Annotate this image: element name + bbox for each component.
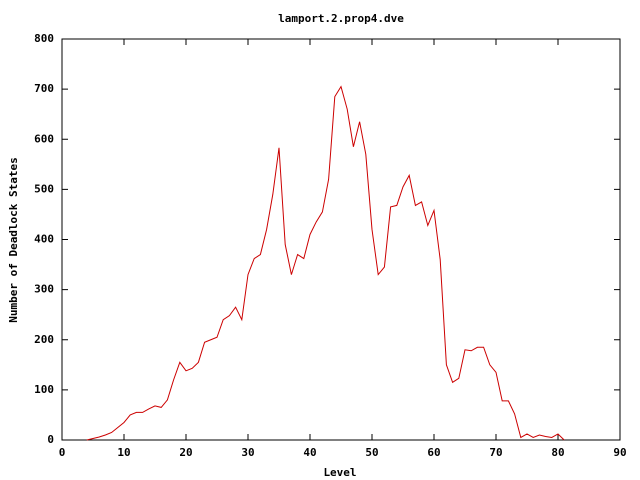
x-tick-label: 60	[427, 446, 440, 459]
chart-title: lamport.2.prop4.dve	[278, 12, 404, 25]
x-tick-label: 0	[59, 446, 66, 459]
y-tick-label: 700	[34, 82, 54, 95]
x-tick-label: 40	[303, 446, 316, 459]
y-tick-label: 500	[34, 182, 54, 195]
x-tick-label: 10	[117, 446, 130, 459]
plot-border	[61, 38, 621, 441]
y-tick-label: 600	[34, 132, 54, 145]
x-tick-label: 70	[489, 446, 502, 459]
x-tick-label: 80	[551, 446, 564, 459]
y-axis-label: Number of Deadlock States	[7, 157, 20, 323]
y-tick-label: 800	[34, 32, 54, 45]
y-tick-label: 200	[34, 333, 54, 346]
y-tick-label: 400	[34, 233, 54, 246]
x-tick-label: 30	[241, 446, 254, 459]
x-tick-label: 90	[613, 446, 626, 459]
y-tick-label: 0	[47, 433, 54, 446]
data-line	[86, 85, 565, 441]
y-tick-label: 100	[34, 383, 54, 396]
x-tick-label: 50	[365, 446, 378, 459]
x-axis-label: Level	[323, 466, 356, 479]
x-tick-label: 20	[179, 446, 192, 459]
y-tick-label: 300	[34, 283, 54, 296]
